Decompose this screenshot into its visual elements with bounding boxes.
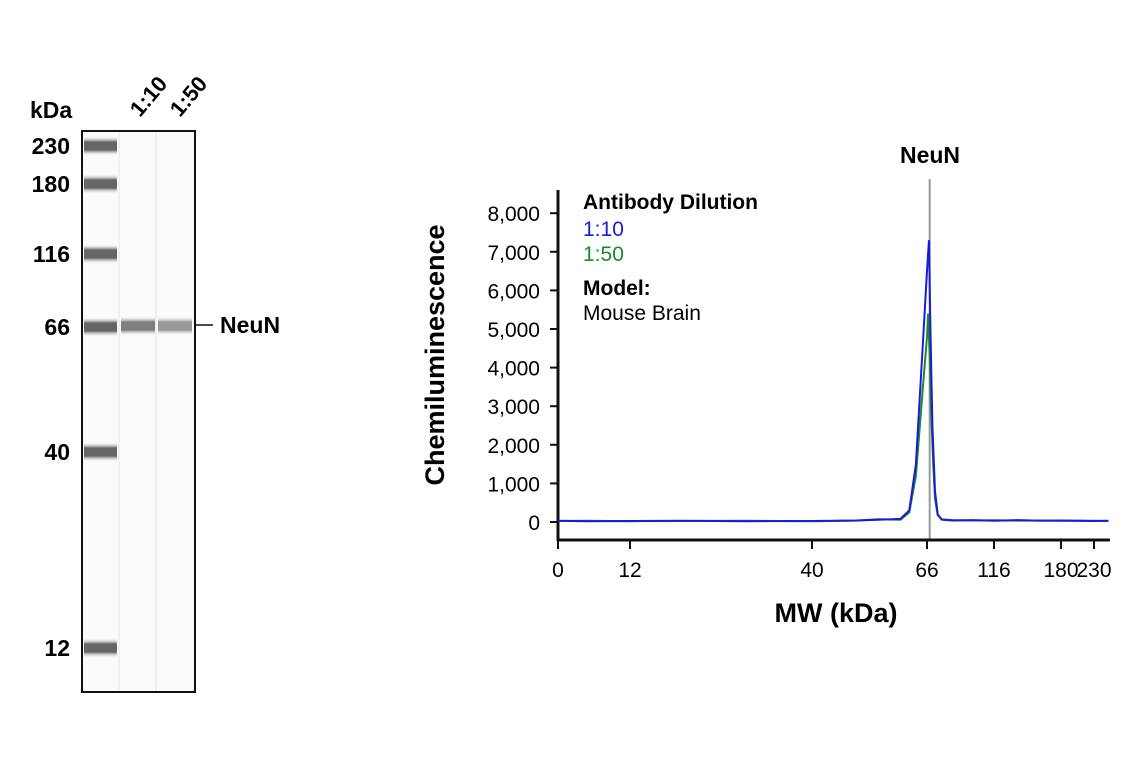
x-tick-label: 180 (1043, 559, 1078, 582)
lane-divider (155, 132, 157, 691)
model-value: Mouse Brain (583, 302, 701, 325)
marker-label: 116 (33, 241, 70, 267)
y-tick-label: 1,000 (487, 473, 540, 496)
marker-label: 180 (32, 171, 70, 197)
y-tick-label: 7,000 (487, 242, 540, 265)
series-line-1-50 (557, 313, 1109, 523)
y-tick-label: 2,000 (487, 435, 540, 458)
legend-title: Antibody Dilution (583, 191, 758, 214)
y-tick-label: 0 (528, 512, 540, 535)
x-tick-label: 66 (915, 559, 938, 582)
legend-item-1-50: 1:50 (583, 243, 624, 266)
lane-label: 1:10 (125, 71, 172, 121)
marker-label: 12 (44, 635, 70, 661)
y-tick-label: 4,000 (487, 358, 540, 381)
series-line-1-10 (557, 240, 1109, 523)
marker-band (84, 638, 117, 658)
band-label: NeuN (220, 312, 280, 338)
kda-label: kDa (30, 97, 72, 123)
marker-band (84, 442, 117, 462)
x-tick-label: 40 (800, 559, 823, 582)
lane-divider (118, 132, 120, 691)
marker-band (84, 174, 117, 194)
chart-title: NeuN (900, 142, 960, 168)
line-chart: NeuN Chemiluminescence MW (kDa) 0 1,000 2,… (420, 142, 1112, 628)
marker-label: 66 (44, 314, 70, 340)
x-axis-label: MW (kDa) (775, 598, 898, 628)
y-axis-label: Chemiluminescence (420, 224, 450, 485)
marker-label: 40 (44, 439, 70, 465)
blot-panel: kDa 230 180 116 66 40 12 NeuN 1:10 1:50 (30, 71, 280, 693)
y-tick-label: 8,000 (487, 203, 540, 226)
sample-band (158, 316, 192, 336)
blot-frame (81, 130, 196, 693)
marker-band (84, 317, 117, 337)
marker-band (84, 244, 117, 264)
x-tick-label: 230 (1076, 559, 1111, 582)
y-tick-label: 3,000 (487, 396, 540, 419)
y-tick-label: 5,000 (487, 319, 540, 342)
legend-item-1-10: 1:10 (583, 218, 624, 241)
marker-band (84, 136, 117, 156)
lane-label: 1:50 (165, 71, 212, 121)
x-tick-label: 116 (977, 559, 1010, 582)
model-label: Model: (583, 277, 651, 300)
sample-band (121, 316, 155, 336)
x-tick-label: 12 (618, 559, 641, 582)
marker-label: 230 (32, 133, 70, 159)
x-tick-label: 0 (552, 559, 564, 582)
y-tick-label: 6,000 (487, 280, 540, 303)
